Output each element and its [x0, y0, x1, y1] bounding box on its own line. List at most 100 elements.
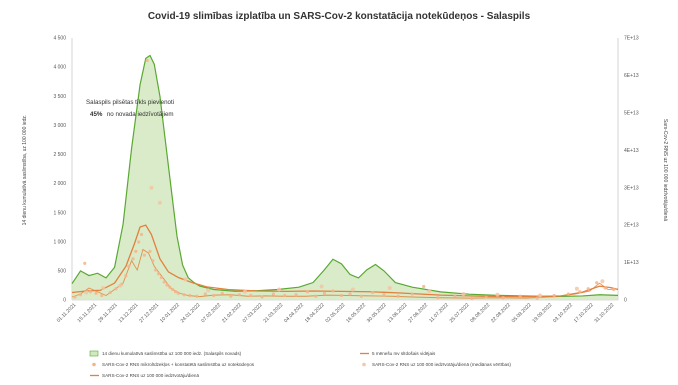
x-tick-label: 01.11.2021: [56, 302, 78, 324]
annotation-percent: 45%: [90, 111, 103, 118]
data-point: [114, 287, 118, 291]
data-point: [142, 253, 146, 257]
data-point: [148, 249, 152, 253]
series-line: [71, 224, 619, 298]
left-axis-ticks: 0 500 1 000 1 500 2 000 2 500 3 000 3 500 4 000 4…: [53, 36, 66, 304]
y-tick-left: 0: [63, 298, 66, 304]
data-point: [518, 294, 522, 298]
data-point: [501, 296, 505, 300]
data-point: [453, 294, 457, 298]
x-tick-label: 17.10.2022: [573, 302, 595, 324]
y-tick-right: 2E+13: [624, 223, 639, 229]
data-point: [277, 287, 282, 292]
x-tick-label: 27.06.2022: [407, 302, 429, 324]
x-tick-label: 16.05.2022: [345, 302, 367, 324]
data-point: [149, 185, 154, 190]
right-axis-ticks: 0 1E+13 2E+13 3E+13 4E+13 5E+13 6E+13 7E+13: [624, 36, 639, 304]
legend-item: SARS-Cov-2 RNS uz 100 000 iedzīvotāju/di…: [90, 373, 199, 378]
data-point: [427, 289, 432, 294]
series-4: [84, 185, 605, 298]
data-point: [220, 291, 224, 295]
data-point: [88, 290, 93, 294]
data-point: [229, 294, 233, 298]
data-point: [176, 291, 180, 295]
data-point: [322, 291, 327, 295]
data-point: [83, 261, 87, 265]
legend-label: SARS-Cov-2 RNS uz 100 000 iedzīvotāju/di…: [372, 362, 511, 367]
data-point: [319, 284, 324, 289]
x-tick-label: 03.10.2022: [552, 302, 574, 324]
data-point: [84, 290, 89, 295]
y-tick-left: 3 500: [53, 94, 66, 100]
data-point: [382, 293, 386, 297]
data-point: [183, 277, 188, 282]
data-point: [145, 58, 149, 63]
x-tick-label: 30.05.2022: [366, 302, 388, 324]
x-tick-label: 18.04.2022: [304, 302, 326, 324]
data-point: [396, 294, 400, 298]
data-point: [574, 286, 579, 291]
data-point: [271, 292, 275, 296]
area-fill: [72, 55, 618, 300]
x-tick-label: 31.10.2022: [593, 302, 615, 324]
y-tick-right: 0: [624, 298, 627, 304]
data-point: [131, 257, 135, 261]
data-point: [206, 288, 211, 293]
legend-label: 5 mēnešu mv slīdošais vidējais: [372, 351, 436, 356]
data-point: [260, 295, 264, 299]
x-tick-label: 24.01.2022: [180, 302, 202, 324]
x-tick-label: 21.02.2022: [221, 302, 243, 324]
legend-swatch: [362, 362, 366, 367]
data-point: [182, 293, 186, 297]
data-point: [243, 289, 248, 294]
data-point: [100, 293, 104, 298]
data-point: [294, 293, 298, 297]
legend-item: SARS-Cov-2 RNS mikrolīdzekļos + konstatē…: [92, 362, 255, 367]
data-point: [339, 293, 344, 298]
legend-item: 5 mēnešu mv slīdošais vidējais: [360, 351, 436, 356]
chart-legend: 14 dienu kumulatīvā saslimstība uz 100 0…: [89, 350, 511, 378]
annotation-line-2: 45% no novada iedzīvotājiem: [90, 103, 174, 120]
data-point: [461, 292, 466, 297]
data-point: [124, 274, 128, 278]
data-point: [470, 296, 474, 301]
x-tick-label: 02.05.2022: [324, 302, 346, 324]
data-point: [495, 292, 500, 297]
data-point: [348, 292, 352, 296]
series-3: [73, 58, 616, 301]
x-tick-label: 15.11.2021: [76, 302, 98, 324]
data-point: [151, 259, 155, 263]
data-point: [203, 292, 207, 296]
data-point: [165, 283, 169, 287]
legend-label: SARS-Cov-2 RNS mikrolīdzekļos + konstatē…: [102, 362, 255, 367]
data-point: [283, 293, 287, 298]
x-tick-label: 21.03.2022: [262, 302, 284, 324]
legend-swatch: [89, 350, 99, 357]
x-tick-label: 10.01.2022: [159, 302, 181, 324]
legend-swatch: [92, 362, 96, 367]
data-point: [410, 292, 414, 296]
x-tick-label: 07.03.2022: [242, 302, 264, 324]
data-point: [600, 279, 605, 284]
series-layer: [71, 54, 619, 301]
x-tick-label: 11.07.2022: [428, 302, 450, 324]
y-tick-left: 2 500: [53, 152, 66, 158]
data-point: [127, 264, 131, 268]
data-point: [137, 240, 141, 244]
legend-item: 14 dienu kumulatīvā saslimstība uz 100 0…: [89, 350, 242, 357]
data-point: [94, 291, 98, 295]
x-tick-label: 13.12.2021: [118, 302, 140, 324]
legend-label: SARS-Cov-2 RNS uz 100 000 iedzīvotāju/di…: [102, 373, 199, 378]
data-point: [612, 287, 616, 292]
x-tick-label: 22.08.2022: [490, 302, 512, 324]
data-point: [188, 293, 192, 298]
y-tick-right: 3E+13: [624, 185, 639, 191]
data-point: [603, 286, 607, 290]
data-point: [101, 286, 106, 291]
y-tick-right: 5E+13: [624, 110, 639, 116]
data-point: [78, 293, 83, 297]
data-point: [552, 293, 556, 298]
data-point: [108, 290, 112, 295]
y-axis-label-left: 14 dienu kumulatīvā saslimstība, uz 100 …: [22, 115, 28, 226]
data-point: [566, 292, 570, 296]
